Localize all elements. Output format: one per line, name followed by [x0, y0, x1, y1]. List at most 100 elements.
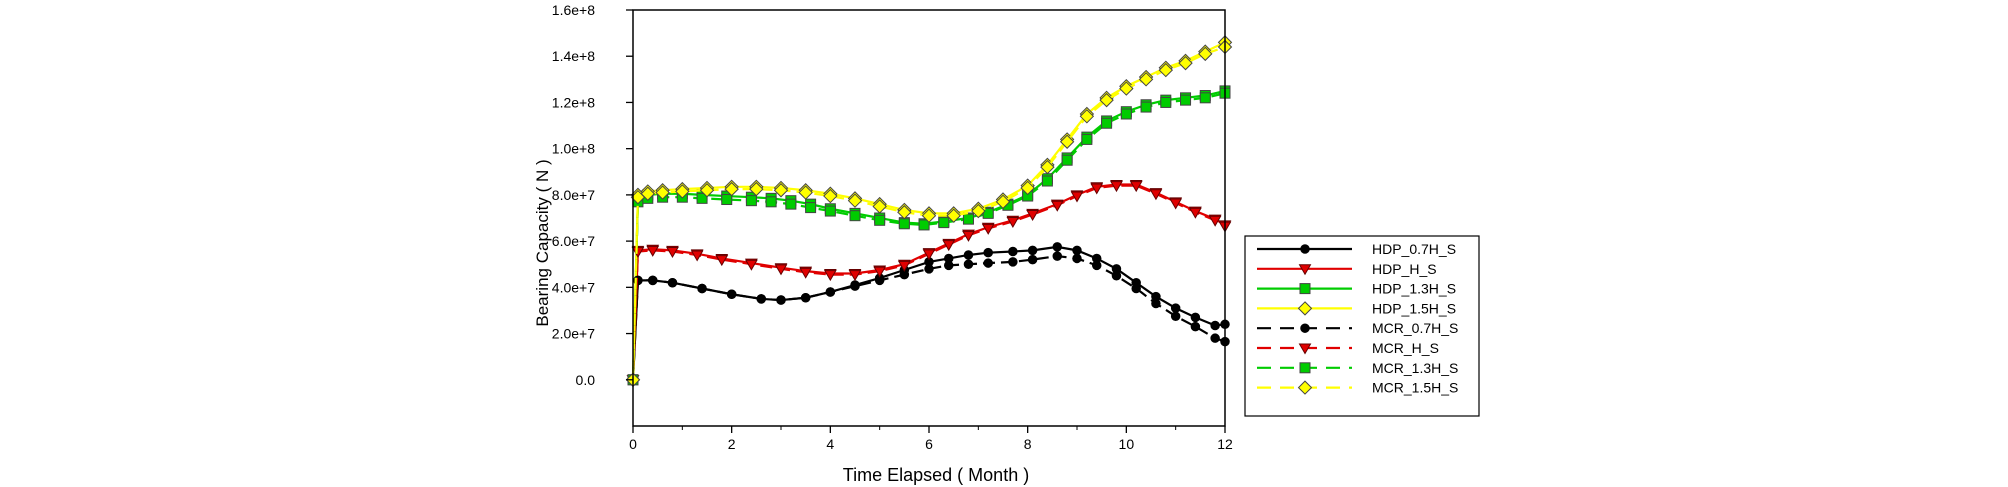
data-point — [1110, 181, 1123, 193]
y-tick-label: 4.0e+7 — [552, 279, 595, 295]
data-point — [1052, 251, 1063, 261]
data-point — [1169, 198, 1183, 210]
data-point — [1008, 257, 1018, 267]
data-point — [849, 210, 861, 222]
data-point — [1059, 134, 1075, 149]
legend-marker — [1299, 283, 1311, 295]
data-point — [924, 264, 934, 274]
legend-label: MCR_0.7H_S — [1372, 320, 1458, 336]
data-point — [823, 270, 837, 282]
data-point — [1008, 246, 1018, 257]
data-point — [715, 255, 729, 267]
legend-label: MCR_H_S — [1372, 340, 1439, 356]
data-point — [666, 247, 679, 259]
data-point — [918, 219, 930, 231]
data-point — [1160, 96, 1172, 108]
data-point — [1131, 283, 1141, 294]
data-point — [897, 260, 911, 272]
data-point — [1081, 133, 1093, 145]
data-point — [898, 218, 910, 230]
data-point — [1190, 321, 1201, 332]
data-point — [962, 213, 974, 225]
data-point — [799, 267, 813, 279]
y-tick-label: 6.0e+7 — [552, 233, 595, 249]
x-tick-label: 8 — [1024, 436, 1032, 452]
legend: HDP_0.7H_S HDP_H_S HDP_1.3H_S HDP_1.5H_S MCR… — [1244, 235, 1480, 417]
series-line — [631, 255, 1226, 380]
data-point — [798, 185, 813, 200]
data-point — [699, 183, 715, 198]
data-point — [982, 207, 994, 219]
plot-area — [625, 35, 1233, 387]
data-point — [1091, 260, 1102, 271]
data-point — [873, 266, 887, 278]
data-point — [1090, 183, 1104, 195]
y-tick-label: 1.6e+8 — [552, 2, 595, 18]
data-point — [1149, 189, 1163, 201]
data-point — [646, 245, 660, 257]
data-point — [1170, 303, 1181, 313]
data-point — [697, 283, 707, 294]
data-point — [690, 250, 704, 262]
legend-label: MCR_1.5H_S — [1372, 380, 1458, 396]
data-point — [765, 196, 777, 208]
data-point — [785, 198, 797, 210]
data-point — [1120, 108, 1132, 120]
data-point — [776, 295, 786, 305]
x-tick-label: 6 — [925, 436, 933, 452]
data-point — [921, 208, 937, 223]
legend-label: HDP_0.7H_S — [1372, 241, 1456, 257]
data-point — [1199, 92, 1211, 104]
legend-label: HDP_H_S — [1372, 261, 1437, 277]
data-point — [1099, 92, 1114, 108]
legend-marker — [1298, 264, 1312, 276]
legend-marker — [1299, 362, 1311, 374]
y-tick-label: 0.0 — [576, 372, 596, 388]
legend-marker — [1297, 301, 1313, 316]
legend-label: HDP_1.5H_S — [1372, 300, 1456, 316]
data-point — [696, 192, 708, 204]
y-tick-label: 1.2e+8 — [552, 94, 595, 110]
series-MCR_0.7H_S — [628, 251, 1230, 385]
data-point — [805, 202, 817, 214]
y-tick-label: 2.0e+7 — [552, 326, 595, 342]
x-tick-label: 0 — [629, 436, 637, 452]
data-point — [963, 259, 974, 269]
series-MCR_1.5H_S — [625, 39, 1233, 387]
data-point — [1027, 254, 1038, 265]
x-tick-label: 12 — [1217, 436, 1233, 452]
data-point — [1180, 94, 1192, 106]
data-point — [1052, 242, 1063, 252]
data-point — [1208, 215, 1222, 227]
data-point — [971, 203, 986, 219]
data-point — [824, 205, 836, 217]
data-point — [1061, 154, 1073, 166]
data-point — [1072, 245, 1082, 256]
data-point — [631, 247, 645, 259]
data-point — [981, 223, 995, 235]
data-point — [1072, 253, 1082, 264]
series-line — [631, 184, 1226, 380]
data-point — [1190, 312, 1201, 323]
data-point — [1041, 175, 1053, 187]
series-line — [631, 89, 1226, 380]
data-point — [946, 208, 961, 223]
data-point — [800, 292, 811, 303]
data-point — [897, 205, 912, 220]
legend-marker — [1297, 380, 1313, 395]
data-point — [1198, 46, 1213, 62]
data-point — [963, 250, 974, 260]
data-point — [726, 289, 737, 300]
data-point — [647, 275, 658, 286]
data-point — [1210, 320, 1220, 331]
data-point — [1138, 72, 1154, 87]
data-point — [756, 294, 767, 304]
y-axis-label: Bearing Capacity ( N ) — [533, 159, 552, 326]
series-line — [631, 92, 1226, 380]
data-point — [721, 194, 733, 206]
data-point — [1151, 298, 1161, 309]
data-point — [1101, 117, 1113, 129]
data-point — [1111, 271, 1122, 281]
series-HDP_1.3H_S — [627, 85, 1231, 386]
